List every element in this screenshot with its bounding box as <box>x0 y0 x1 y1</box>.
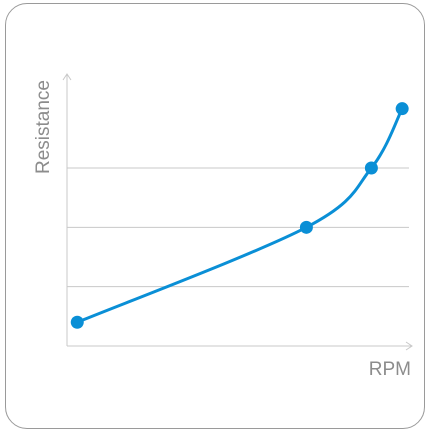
y-axis-label: Resistance <box>33 80 54 174</box>
series-line <box>75 107 404 324</box>
axes <box>62 73 413 351</box>
gridlines <box>67 167 409 288</box>
series-curve <box>75 107 404 324</box>
x-axis-label: RPM <box>368 359 411 380</box>
data-point <box>70 315 84 329</box>
chart-card <box>5 3 425 429</box>
x-axis-arrow <box>405 341 413 351</box>
y-axis-arrow <box>62 73 72 81</box>
data-point <box>395 102 409 116</box>
data-point <box>299 220 313 234</box>
data-point <box>364 161 378 175</box>
series-points <box>70 102 409 329</box>
